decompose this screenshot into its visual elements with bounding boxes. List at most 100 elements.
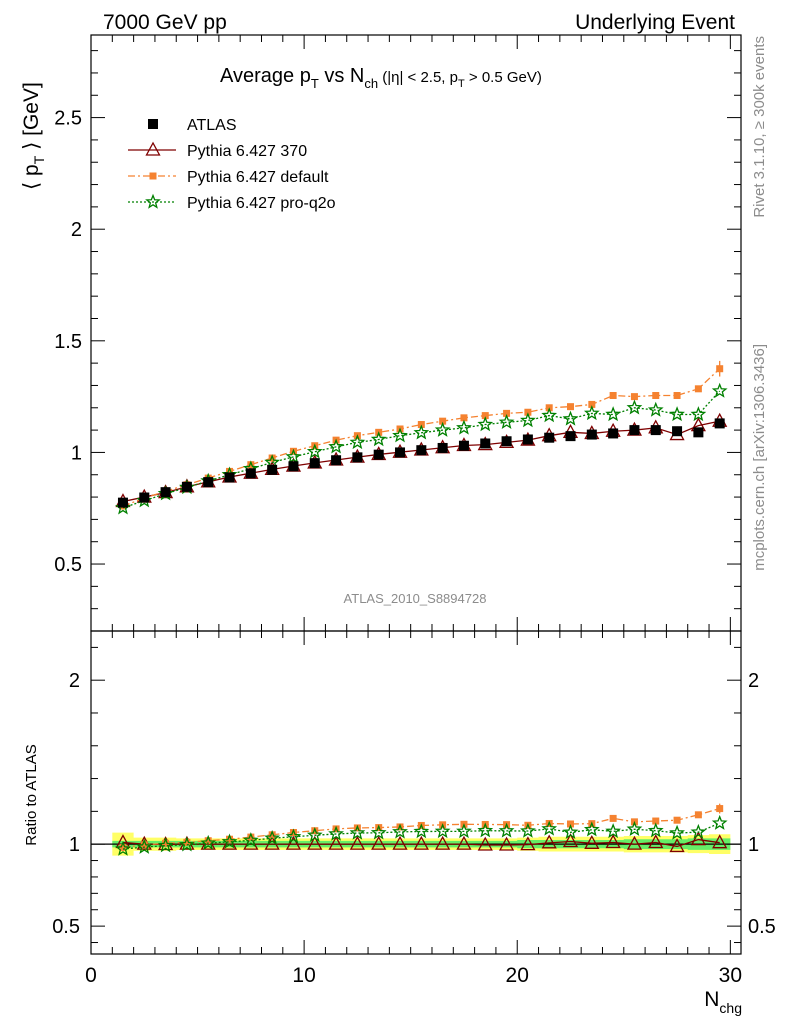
ratio-point: [183, 838, 191, 846]
xlabel: Nchg: [704, 988, 742, 1016]
data-point: [498, 413, 515, 430]
data-point: [519, 412, 536, 428]
ratio-ylabel: Ratio to ATLAS: [23, 744, 40, 845]
legend-entry: Pythia 6.427 default: [128, 169, 329, 186]
data-point: [501, 436, 512, 447]
ratio-point: [652, 817, 660, 825]
ratio-point: [519, 822, 536, 838]
data-point: [309, 458, 320, 469]
ratio-point: [541, 834, 557, 849]
ratio-point: [392, 823, 408, 839]
data-point: [588, 400, 596, 408]
ratio-point: [242, 832, 259, 848]
ratio-point: [119, 843, 127, 851]
data-point: [562, 410, 579, 426]
legend-entry: Pythia 6.427 pro-q2o: [128, 193, 336, 212]
data-point: [285, 448, 302, 464]
xlabel-main: N: [704, 988, 719, 1011]
data-point: [306, 443, 323, 459]
ratio-point: [562, 833, 579, 848]
ratio-point: [690, 831, 706, 846]
title-cut2: > 0.5 GeV): [465, 69, 542, 86]
legend-entry: Pythia 6.427 370: [128, 141, 307, 160]
ratio-y-tick-label-right: 0.5: [748, 916, 776, 938]
ratio-panel: 0 10 20 30 0.5 0.5 1 1 2 2 Ratio to ATLAS Nchg: [23, 630, 776, 1016]
ratio-point: [328, 835, 344, 850]
ratio-point: [136, 838, 153, 854]
ratio-point: [226, 835, 234, 843]
legend-marker: [149, 172, 157, 180]
ratio-point: [434, 823, 451, 839]
ratio-point: [413, 835, 429, 850]
title-base: Average p: [220, 65, 311, 87]
legend-label: Pythia 6.427 default: [187, 169, 329, 186]
ratio-point: [567, 820, 575, 828]
data-point: [160, 487, 171, 498]
xlabel-sub: chg: [719, 1000, 742, 1016]
title-mid-sub: ch: [364, 76, 378, 91]
data-point: [690, 406, 707, 422]
data-point: [583, 405, 600, 421]
data-point: [503, 409, 511, 417]
ylabel-sub: T: [31, 155, 47, 164]
ratio-point: [584, 834, 600, 849]
ratio-point: [673, 816, 681, 824]
ratio-y-tick-label-right: 2: [748, 670, 759, 692]
ratio-y-tick-label: 0.5: [52, 916, 80, 938]
ratio-point: [413, 823, 430, 839]
ratio-point: [328, 825, 344, 841]
ratio-point: [609, 814, 617, 822]
ratio-point: [349, 835, 365, 850]
data-point: [669, 406, 685, 422]
legend-marker: [145, 193, 161, 209]
ratio-point: [648, 834, 664, 849]
data-point: [139, 492, 150, 503]
ratio-point: [157, 837, 174, 853]
data-point: [395, 447, 406, 458]
data-point: [629, 425, 640, 436]
series-pythia-6-427-default: [119, 365, 724, 510]
ratio-point: [694, 811, 702, 819]
data-point: [672, 426, 683, 437]
ratio-line: [122, 807, 720, 849]
ratio-point: [221, 833, 238, 849]
title-cut-sub: T: [458, 78, 465, 90]
legend-entry: ATLAS: [148, 117, 237, 134]
ratio-point: [285, 835, 302, 850]
data-point: [373, 449, 384, 460]
ratio-point: [204, 837, 212, 845]
ratio-point: [669, 838, 685, 853]
ratio-ticks: 0 10 20 30 0.5 0.5 1 1 2 2: [52, 631, 776, 987]
legend-label: Pythia 6.427 pro-q2o: [187, 195, 336, 212]
header-left: 7000 GeV pp: [103, 11, 227, 34]
data-point: [247, 461, 255, 469]
ratio-frame: [90, 630, 742, 955]
data-point: [694, 385, 702, 393]
data-point: [477, 416, 494, 432]
data-point: [650, 425, 661, 436]
x-tick-label: 30: [719, 964, 742, 987]
data-point: [352, 452, 363, 463]
data-point: [647, 401, 664, 417]
legend: ATLAS Pythia 6.427 370 Pythia 6.427 defaul…: [128, 117, 336, 212]
ratio-point: [307, 835, 323, 850]
ratio-point: [520, 836, 536, 851]
data-point: [226, 467, 234, 475]
y-tick-label: 2: [71, 219, 82, 241]
ratio-point: [371, 835, 387, 850]
data-point: [565, 431, 576, 442]
data-point: [439, 417, 447, 425]
data-point: [481, 412, 489, 420]
data-point: [605, 406, 622, 422]
data-point: [586, 429, 597, 440]
data-point: [608, 428, 619, 439]
ratio-point: [626, 835, 643, 850]
y-tick-label: 1: [71, 442, 82, 464]
ylabel-right: ⟩ [GeV]: [20, 82, 43, 156]
title-base-sub: T: [311, 76, 319, 91]
y-tick-label: 0.5: [54, 554, 82, 576]
main-panel: 0.5 1 1.5 2 2.5 ATLAS_2010_S8894728 Average …: [20, 34, 742, 632]
data-point: [714, 418, 725, 429]
ratio-point: [690, 823, 707, 839]
series-atlas: [117, 418, 725, 508]
